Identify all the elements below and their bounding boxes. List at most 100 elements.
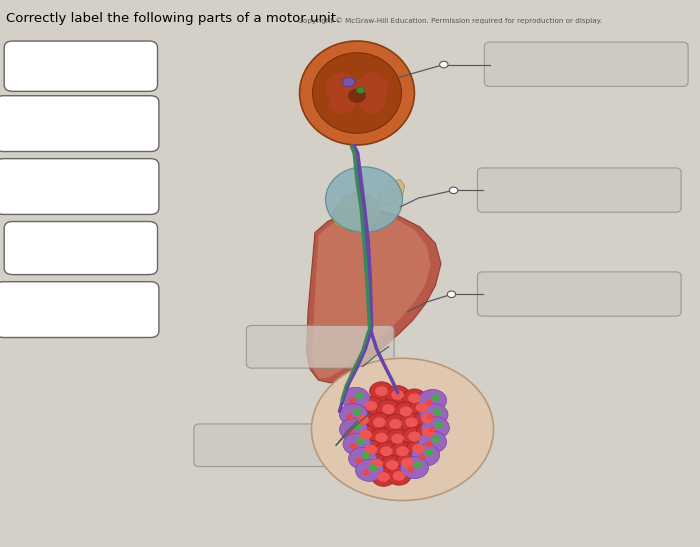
Circle shape <box>428 427 435 433</box>
Polygon shape <box>312 211 430 379</box>
Circle shape <box>365 455 388 473</box>
Polygon shape <box>307 209 441 383</box>
Text: Copyright © McGraw-Hill Education. Permission required for reproduction or displ: Copyright © McGraw-Hill Education. Permi… <box>298 18 601 24</box>
Circle shape <box>433 409 442 415</box>
Circle shape <box>348 89 366 103</box>
FancyBboxPatch shape <box>0 96 159 152</box>
FancyBboxPatch shape <box>4 41 158 91</box>
Polygon shape <box>332 193 382 231</box>
Circle shape <box>370 459 383 469</box>
FancyBboxPatch shape <box>194 424 342 467</box>
Circle shape <box>377 472 390 482</box>
Circle shape <box>426 400 433 405</box>
FancyBboxPatch shape <box>477 272 681 316</box>
Circle shape <box>414 462 422 468</box>
Circle shape <box>346 414 354 420</box>
Circle shape <box>420 404 448 426</box>
FancyBboxPatch shape <box>4 222 158 275</box>
Circle shape <box>340 418 368 440</box>
Circle shape <box>419 455 426 460</box>
Circle shape <box>370 382 393 400</box>
Circle shape <box>386 386 410 404</box>
Circle shape <box>407 439 430 458</box>
Circle shape <box>393 471 405 481</box>
Circle shape <box>447 291 456 298</box>
Circle shape <box>416 423 440 441</box>
Circle shape <box>349 398 356 403</box>
Circle shape <box>353 409 361 415</box>
Circle shape <box>426 441 433 447</box>
Circle shape <box>391 434 404 444</box>
Circle shape <box>342 77 355 87</box>
Circle shape <box>359 430 372 440</box>
Circle shape <box>421 414 433 423</box>
Circle shape <box>419 389 447 411</box>
Polygon shape <box>378 179 405 205</box>
FancyBboxPatch shape <box>484 42 688 86</box>
Circle shape <box>422 427 435 437</box>
Circle shape <box>387 467 411 485</box>
Circle shape <box>419 431 447 453</box>
Circle shape <box>402 427 426 446</box>
Circle shape <box>350 444 357 449</box>
Circle shape <box>391 442 414 461</box>
FancyBboxPatch shape <box>246 325 394 368</box>
Circle shape <box>396 446 409 456</box>
Circle shape <box>389 419 402 429</box>
Circle shape <box>412 444 425 453</box>
Circle shape <box>449 187 458 194</box>
Circle shape <box>373 417 386 427</box>
Ellipse shape <box>312 53 402 133</box>
Circle shape <box>386 460 398 470</box>
Circle shape <box>356 459 384 481</box>
Circle shape <box>408 432 421 441</box>
Circle shape <box>349 447 377 469</box>
Circle shape <box>353 423 361 430</box>
Circle shape <box>370 428 393 447</box>
Circle shape <box>346 429 354 434</box>
Circle shape <box>435 422 443 428</box>
Ellipse shape <box>359 92 386 114</box>
Circle shape <box>416 403 428 412</box>
Text: Motor neuron for
small motor unit: Motor neuron for small motor unit <box>39 237 122 259</box>
Circle shape <box>356 458 363 463</box>
Circle shape <box>401 458 414 468</box>
Ellipse shape <box>300 41 414 145</box>
Circle shape <box>375 433 388 443</box>
Circle shape <box>365 445 377 455</box>
Circle shape <box>356 87 365 94</box>
Circle shape <box>421 417 449 439</box>
Circle shape <box>384 415 407 433</box>
Text: Correctly label the following parts of a motor unit.: Correctly label the following parts of a… <box>6 12 340 25</box>
Ellipse shape <box>328 92 355 114</box>
Circle shape <box>369 464 377 471</box>
Circle shape <box>405 417 418 427</box>
Circle shape <box>407 467 414 473</box>
Circle shape <box>432 436 440 443</box>
Circle shape <box>356 415 369 425</box>
Circle shape <box>342 387 370 409</box>
Circle shape <box>402 389 426 408</box>
Circle shape <box>440 61 448 68</box>
FancyBboxPatch shape <box>0 282 159 337</box>
Circle shape <box>359 397 383 415</box>
Circle shape <box>372 468 396 486</box>
Circle shape <box>355 392 363 399</box>
Circle shape <box>359 440 383 459</box>
Circle shape <box>394 402 418 421</box>
Circle shape <box>400 457 428 479</box>
Circle shape <box>380 446 393 456</box>
Circle shape <box>363 470 370 475</box>
Circle shape <box>395 453 419 472</box>
Circle shape <box>362 452 370 459</box>
Text: Skeletal muscle fibers
from large motor unit: Skeletal muscle fibers from large motor … <box>22 299 132 321</box>
Circle shape <box>391 390 404 400</box>
Ellipse shape <box>326 167 402 232</box>
Circle shape <box>354 426 377 444</box>
Circle shape <box>375 386 388 396</box>
Circle shape <box>427 414 434 420</box>
Circle shape <box>400 413 424 432</box>
Text: Skeletal muscle fibers
from small motor unit: Skeletal muscle fibers from small motor … <box>22 113 132 135</box>
Circle shape <box>400 406 412 416</box>
Circle shape <box>412 444 440 466</box>
